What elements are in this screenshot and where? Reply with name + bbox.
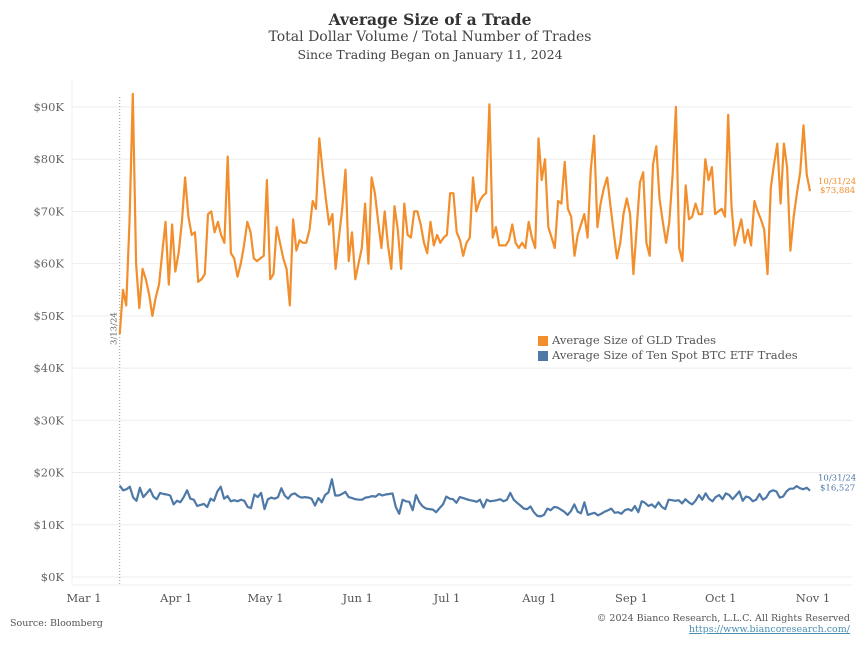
y-tick-label: $0K — [41, 570, 65, 584]
annotation-label: 3/13/24 — [110, 312, 120, 345]
y-axis-ticks: $0K $10K $20K $30K $40K $50K $60K $70K $80K $90K — [33, 100, 64, 584]
legend-swatch-gld — [538, 335, 548, 346]
y-tick-label: $20K — [33, 466, 64, 480]
legend-swatch-btc — [538, 350, 548, 361]
copyright-block: © 2024 Bianco Research, L.L.C. All Right… — [597, 613, 850, 635]
legend-item-btc[interactable]: Average Size of Ten Spot BTC ETF Trades — [538, 348, 798, 363]
y-tick-label: $90K — [33, 100, 64, 114]
end-label-date: 10/31/24 — [818, 474, 856, 484]
y-tick-label: $30K — [33, 413, 64, 427]
y-tick-label: $60K — [33, 257, 64, 271]
x-axis-ticks: Mar 1 Apr 1 May 1 Jun 1 Jul 1 Aug 1 Sep 1 Oct 1… — [66, 591, 830, 605]
series-line-btc — [118, 478, 811, 518]
series-lines — [118, 92, 812, 518]
end-label-value: $16,527 — [820, 484, 855, 494]
legend-label-btc: Average Size of Ten Spot BTC ETF Trades — [552, 348, 798, 362]
source-note: Source: Bloomberg — [10, 618, 103, 629]
x-tick-label: Nov 1 — [796, 591, 830, 605]
legend-label-gld: Average Size of GLD Trades — [552, 333, 717, 347]
x-tick-label: May 1 — [247, 591, 283, 605]
x-tick-label: Mar 1 — [66, 591, 101, 605]
copyright-text: © 2024 Bianco Research, L.L.C. All Right… — [596, 613, 850, 624]
x-tick-label: Sep 1 — [615, 591, 648, 605]
x-tick-label: Jul 1 — [433, 591, 461, 605]
start-date-annotation: 3/13/24 — [110, 97, 121, 585]
website-link[interactable]: https://www.biancoresearch.com/ — [688, 624, 850, 635]
y-tick-label: $80K — [33, 152, 64, 166]
legend-item-gld[interactable]: Average Size of GLD Trades — [538, 333, 798, 348]
y-tick-label: $40K — [33, 361, 64, 375]
x-tick-label: Aug 1 — [521, 591, 556, 605]
chart-subtitle: Total Dollar Volume / Total Number of Tr… — [268, 29, 592, 45]
y-tick-label: $10K — [33, 518, 64, 532]
x-tick-label: Oct 1 — [705, 591, 736, 605]
x-tick-label: Jun 1 — [342, 591, 373, 605]
end-label-value: $73,884 — [820, 186, 855, 196]
y-tick-label: $70K — [33, 204, 64, 218]
chart-subtitle-2: Since Trading Began on January 11, 2024 — [297, 47, 563, 62]
x-tick-label: Apr 1 — [159, 591, 192, 605]
chart-title: Average Size of a Trade — [328, 10, 532, 29]
series-line-gld — [118, 92, 812, 335]
y-tick-label: $50K — [33, 309, 64, 323]
end-label-date: 10/31/24 — [818, 177, 856, 187]
legend: Average Size of GLD Trades Average Size … — [538, 333, 798, 363]
